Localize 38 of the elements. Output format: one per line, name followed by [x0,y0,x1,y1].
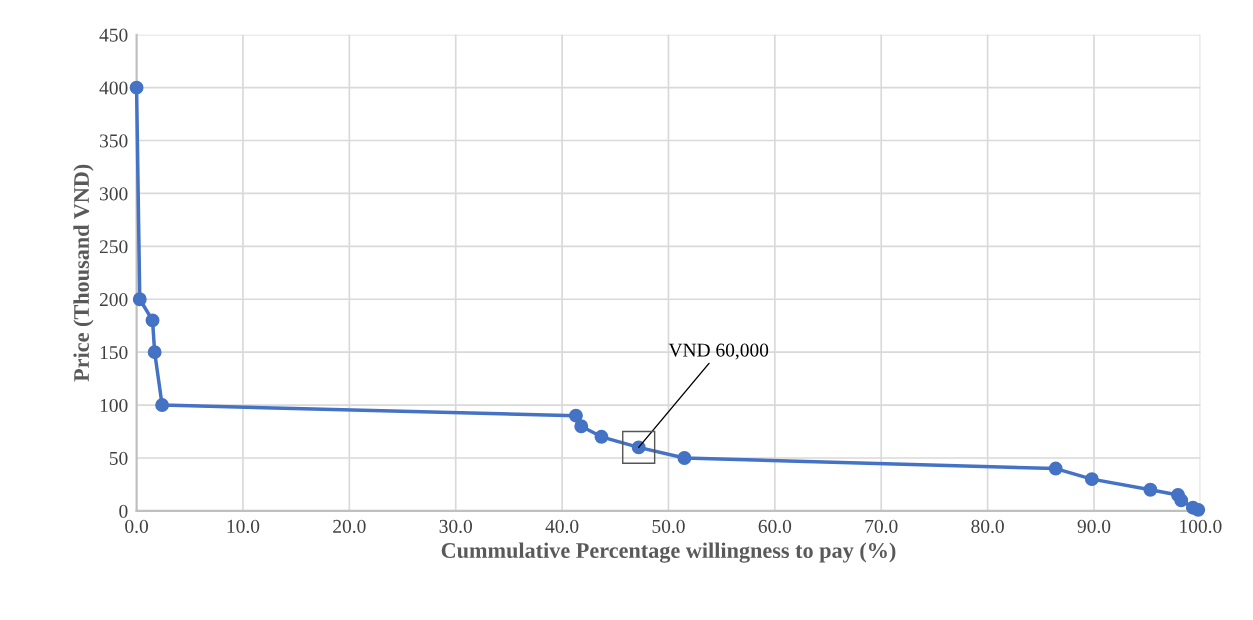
point [677,451,692,465]
point [1084,472,1099,487]
y-axis-title: Price (Thousand VND) [73,164,94,382]
point [568,408,583,423]
x-tick-label: 10.0 [227,519,260,533]
y-tick-label: 400 [99,81,128,95]
y-tick-label: 0 [119,504,128,518]
y-tick-label: 450 [99,28,128,42]
point [1174,493,1189,508]
x-tick-label: 40.0 [545,519,579,533]
x-tick-label: 90.0 [1077,519,1111,533]
point [1143,482,1158,497]
y-tick-label: 200 [99,293,128,307]
x-tick-label: 50.0 [652,519,685,533]
x-tick-label: 70.0 [865,519,898,533]
annotation: VND 60,000 [668,343,769,360]
y-tick-label: 300 [100,187,128,201]
y-tick-label: 250 [99,240,128,254]
point [147,345,162,360]
point [574,419,589,434]
x-tick-label: 80.0 [971,519,1004,533]
point [129,80,144,95]
x-tick-label: 100.0 [1180,519,1222,533]
y-tick-label: 100 [100,398,128,412]
x-tick-label: 30.0 [439,519,472,533]
y-tick-label: 50 [109,451,128,465]
x-tick-label: 20.0 [333,519,366,533]
y-tick-label: 150 [100,345,128,360]
x-tick-label: 0.0 [125,519,148,533]
x-tick-label: 60.0 [758,519,792,533]
point [594,429,609,444]
point [132,292,147,307]
point [155,398,170,413]
point [1191,502,1206,517]
point [145,313,160,328]
y-tick-label: 350 [100,134,128,148]
x-axis-title: Cummulative Percentage willingness to pay (%) [441,542,896,563]
point [1048,461,1063,476]
